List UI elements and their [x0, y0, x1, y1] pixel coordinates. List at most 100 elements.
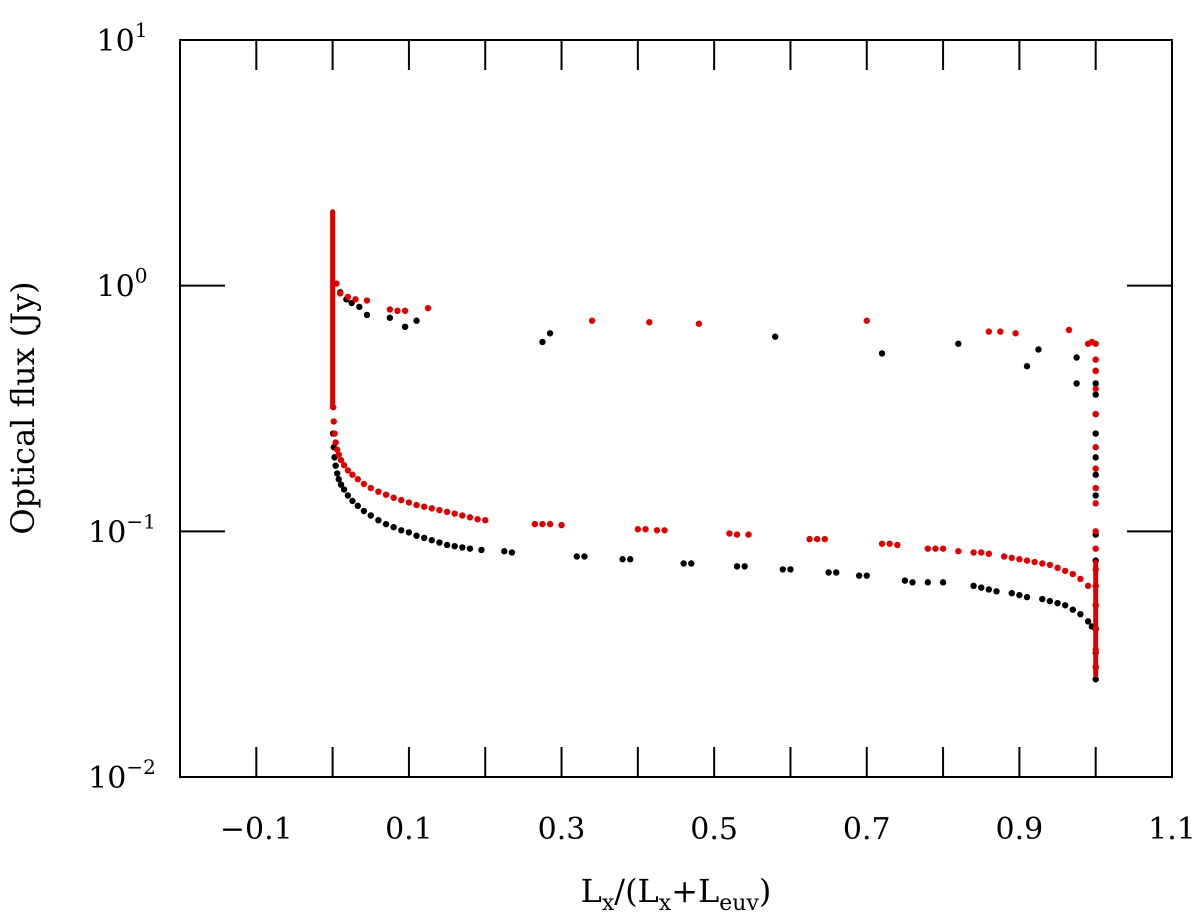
- point-red: [1092, 410, 1099, 418]
- point-black: [787, 566, 794, 573]
- point-black: [1069, 606, 1077, 613]
- point-black: [627, 556, 634, 563]
- point-red: [806, 535, 813, 543]
- x-tick-label: 0.1: [385, 812, 433, 847]
- point-red: [394, 307, 401, 315]
- point-red: [1008, 554, 1015, 562]
- point-red: [386, 306, 394, 313]
- point-red: [955, 548, 962, 555]
- point-black: [878, 350, 886, 357]
- point-black: [1092, 492, 1099, 499]
- point-black: [1023, 363, 1031, 370]
- point-black: [1073, 354, 1080, 361]
- point-red: [1012, 330, 1019, 337]
- point-red: [451, 510, 458, 517]
- point-red: [401, 307, 409, 315]
- point-black: [1092, 454, 1099, 461]
- point-black: [901, 577, 909, 584]
- point-black: [924, 579, 932, 586]
- point-red: [344, 467, 352, 474]
- point-black: [573, 553, 580, 560]
- point-black: [619, 556, 626, 563]
- point-red: [482, 516, 489, 524]
- point-red: [413, 501, 420, 509]
- point-red: [970, 549, 977, 556]
- point-red: [733, 531, 741, 538]
- point-black: [459, 544, 466, 551]
- point-black: [337, 481, 345, 488]
- point-black: [1061, 602, 1069, 609]
- point-red: [335, 451, 342, 458]
- point-red: [588, 317, 596, 324]
- point-black: [451, 542, 458, 550]
- point-red: [436, 506, 443, 514]
- point-red: [1077, 575, 1084, 583]
- point-red: [405, 499, 413, 506]
- x-tick-label: 0.9: [996, 812, 1044, 847]
- point-red: [646, 319, 653, 326]
- point-black: [508, 549, 516, 556]
- point-black: [344, 492, 352, 499]
- point-black: [970, 582, 977, 590]
- point-red: [1092, 625, 1099, 633]
- point-black: [1092, 430, 1099, 437]
- point-red: [695, 320, 703, 327]
- point-red: [1016, 556, 1023, 563]
- point-black: [1092, 471, 1099, 478]
- x-tick-label: 0.5: [690, 812, 738, 847]
- point-black: [398, 527, 405, 534]
- point-black: [978, 584, 985, 591]
- point-red: [1054, 564, 1061, 572]
- point-black: [1023, 593, 1031, 601]
- point-red: [1084, 582, 1092, 590]
- point-red: [539, 520, 546, 528]
- point-red: [558, 521, 565, 529]
- point-red: [985, 550, 993, 558]
- point-black: [386, 314, 394, 321]
- point-black: [1039, 595, 1046, 603]
- point-black: [340, 486, 348, 493]
- point-red: [939, 545, 947, 552]
- point-red: [367, 484, 374, 492]
- point-red: [726, 530, 733, 537]
- point-red: [349, 471, 356, 478]
- point-black: [405, 529, 413, 536]
- y-tick-label: 100: [97, 264, 148, 305]
- point-red: [642, 526, 649, 533]
- point-red: [466, 514, 474, 521]
- point-black: [335, 476, 342, 483]
- point-red: [1092, 385, 1099, 393]
- y-tick-label: 101: [97, 18, 148, 59]
- point-red: [330, 418, 337, 425]
- point-red: [337, 456, 345, 464]
- point-red: [886, 540, 893, 547]
- point-black: [332, 462, 339, 469]
- point-red: [390, 494, 397, 501]
- point-red: [978, 549, 985, 556]
- point-red: [894, 541, 901, 549]
- point-red: [653, 527, 661, 534]
- point-red: [1039, 560, 1046, 567]
- point-red: [1092, 484, 1099, 492]
- point-black: [356, 303, 363, 311]
- x-axis-label: Lx/(Lx+Leuv): [581, 872, 772, 913]
- point-black: [1077, 610, 1084, 618]
- point-red: [354, 476, 361, 483]
- point-black: [772, 333, 779, 340]
- point-black: [333, 470, 341, 477]
- point-red: [634, 526, 642, 533]
- point-red: [1092, 545, 1099, 552]
- point-black: [909, 579, 916, 586]
- point-black: [501, 548, 508, 555]
- point-red: [337, 290, 344, 297]
- point-red: [375, 488, 382, 495]
- point-black: [390, 523, 397, 531]
- point-black: [546, 330, 554, 337]
- point-red: [352, 296, 359, 303]
- point-red: [985, 328, 993, 335]
- point-black: [382, 520, 390, 528]
- x-tick-labels: −0.1 0.1 0.3 0.5 0.7 0.9 1.1: [220, 812, 1196, 847]
- point-red: [1092, 566, 1099, 573]
- point-black: [581, 553, 588, 560]
